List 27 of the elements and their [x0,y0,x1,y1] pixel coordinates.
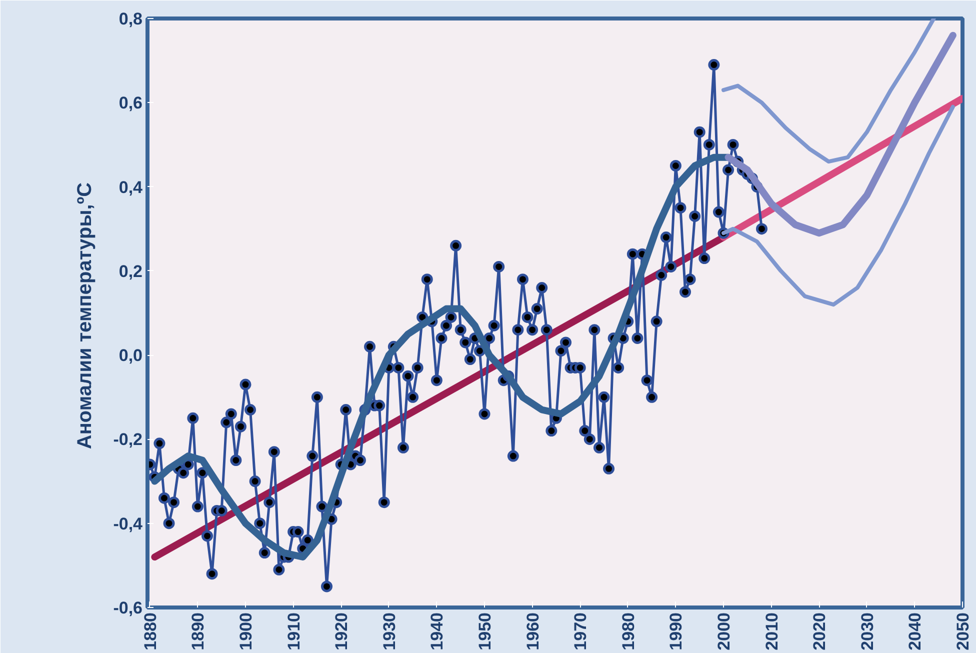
x-tick-label: 1920 [332,612,352,650]
x-tick-label: 1970 [571,612,590,650]
x-tick-label: 1960 [523,612,542,650]
x-tick-label: 2020 [810,612,830,650]
y-tick-label: -0,2 [113,430,143,450]
x-tick-label: 2040 [906,612,925,650]
y-tick-label: 0,0 [118,346,143,366]
x-tick-label: 1880 [140,612,160,650]
y-tick-label: 0,6 [118,94,143,113]
x-tick-label: 1950 [475,612,494,650]
y-tick-label: 0,8 [118,10,143,28]
x-tick-label: 1980 [618,612,638,650]
x-tick-label: 1910 [284,612,304,650]
y-axis-title: Аномалии температуры,ºC [74,182,96,450]
x-tick-label: 1930 [380,612,399,650]
x-tick-label: 1890 [188,612,208,650]
x-tick-label: 1940 [428,612,447,650]
y-tick-label: 0,4 [118,178,144,197]
y-tick-label: 0,2 [118,262,143,281]
x-tick-label: 1990 [666,612,686,650]
y-tick-label: -0,4 [113,514,144,534]
x-tick-label: 2050 [954,612,972,650]
x-tick-label: 2010 [762,612,782,650]
x-tick-label: 2030 [858,612,877,650]
x-tick-label: 1900 [236,612,256,650]
x-tick-label: 2000 [714,612,734,650]
y-tick-label: -0,6 [113,598,143,618]
